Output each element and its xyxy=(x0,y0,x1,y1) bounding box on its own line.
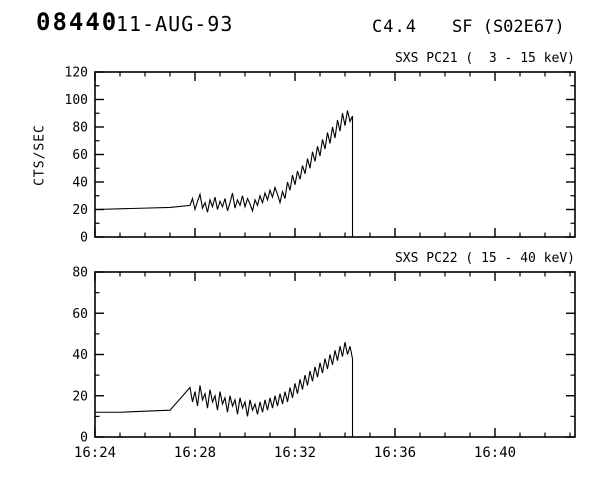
event-date: 11-AUG-93 xyxy=(116,12,234,36)
y-tick-label: 80 xyxy=(72,121,88,136)
x-tick-label: 16:36 xyxy=(374,445,416,461)
goes-class: C4.4 xyxy=(372,17,417,37)
lightcurve-sxs-pc21 xyxy=(94,110,354,237)
lightcurve-sxs-pc22 xyxy=(95,342,354,437)
x-tick-label: 16:28 xyxy=(174,445,216,461)
y-axis-label: CTS/SEC xyxy=(32,124,48,186)
x-tick-label: 16:24 xyxy=(74,445,116,461)
panel2-title: SXS PC22 ( 15 - 40 keV) xyxy=(394,251,575,266)
flare-location: SF (S02E67) xyxy=(452,17,565,37)
panel1-title: SXS PC21 ( 3 - 15 keV) xyxy=(394,51,575,66)
panel-sxs-pc22: 0 20 40 60 80 16:24 16:28 16:32 16:36 16:40 xyxy=(72,266,576,461)
y-tick-label: 80 xyxy=(72,266,88,281)
axis-box xyxy=(94,71,576,238)
x-tick-label: 16:40 xyxy=(474,445,516,461)
y-tick-label: 0 xyxy=(80,231,88,246)
axis-box xyxy=(94,271,576,438)
y-tick-label: 0 xyxy=(80,431,88,446)
y-tick-label: 60 xyxy=(72,307,88,322)
y-tick-label: 40 xyxy=(72,176,88,191)
y-tick-label: 20 xyxy=(72,203,88,218)
y-tick-label: 20 xyxy=(72,389,88,404)
y-tick-label: 60 xyxy=(72,148,88,163)
x-tick-label: 16:32 xyxy=(274,445,316,461)
panel-sxs-pc21: 0 20 40 60 80 100 120 xyxy=(65,66,576,246)
y-tick-label: 120 xyxy=(65,66,88,81)
y-tick-label: 40 xyxy=(72,348,88,363)
event-number: 08440 xyxy=(36,8,119,36)
y-tick-label: 100 xyxy=(65,93,88,108)
